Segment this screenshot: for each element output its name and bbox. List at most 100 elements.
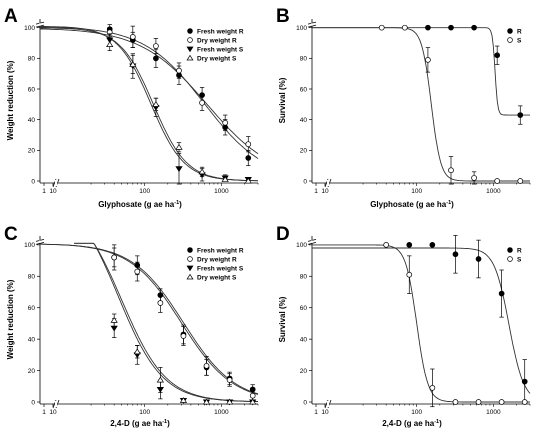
y-tick-label: 0 (303, 178, 307, 185)
x-axis-label-sup: -1 (434, 419, 439, 425)
x-axis-label-sup: -1 (162, 419, 167, 425)
series-dry-weight-r (111, 247, 256, 401)
data-point (471, 175, 477, 181)
data-point (471, 24, 477, 31)
panel-letter: B (276, 6, 290, 27)
series-dry-weight-s (110, 313, 257, 405)
legend-marker (187, 247, 193, 253)
y-axis-break-gap (39, 240, 41, 243)
x-tick-label: 1000 (214, 188, 229, 195)
data-point (517, 178, 524, 184)
data-point (249, 398, 257, 405)
y-tick-label: 80 (28, 274, 36, 281)
data-point (498, 290, 505, 297)
series-r (406, 235, 528, 404)
legend-marker (186, 265, 194, 272)
y-tick-label: 60 (300, 305, 308, 312)
legend-label: Dry weight R (197, 256, 237, 263)
panel-c: C 0 20 40 60 80 100 1 10 100 1000 2,4-D (g ae ha-1)… (4, 224, 259, 428)
legend-label: R (517, 28, 522, 35)
y-tick-label: 0 (303, 399, 307, 406)
data-point (225, 398, 234, 405)
x-tick-label: 100 (139, 188, 150, 195)
y-tick-label: 60 (28, 305, 36, 312)
data-point (226, 377, 233, 383)
data-point (429, 385, 436, 391)
y-tick-label: 40 (300, 117, 308, 124)
legend-marker (186, 46, 194, 53)
y-axis-label: Weight reduction (%) (6, 60, 15, 140)
y-tick-label: 20 (300, 368, 308, 375)
data-point (180, 333, 187, 339)
data-point (106, 41, 114, 47)
data-point (153, 55, 159, 62)
panel-b: B 0 20 40 60 80 100 1 10 100 1000 Glyphosate (g ae … (276, 6, 531, 209)
legend: Fresh weight R Dry weight R Fresh weight S… (186, 247, 244, 281)
legend-label: R (517, 247, 522, 254)
x-tick-label: 1000 (486, 188, 501, 195)
data-point (448, 167, 454, 174)
legend-label: Dry weight S (197, 55, 237, 62)
data-point (517, 112, 524, 118)
data-point (221, 176, 229, 182)
data-point (378, 24, 385, 31)
data-point (494, 52, 501, 59)
legend-marker (507, 256, 513, 262)
legend-label: Fresh weight S (197, 46, 244, 53)
x-tick-label: 1 (42, 188, 46, 195)
x-axis-label: 2,4-D (g ae ha-1) (110, 419, 170, 428)
data-point (452, 251, 459, 258)
data-point (111, 254, 118, 261)
data-point (176, 67, 182, 74)
x-axis-break-gap (55, 180, 58, 186)
data-point (406, 242, 413, 248)
x-tick-label: 100 (411, 409, 422, 416)
x-tick-label: 1000 (214, 409, 229, 416)
legend: RS (507, 247, 522, 263)
y-axis-break-mark (35, 238, 45, 242)
y-tick-label: 20 (28, 148, 36, 155)
data-point (425, 24, 431, 31)
y-axis-break-gap (39, 23, 41, 26)
x-axis-label-end: ) (167, 419, 170, 428)
data-point (401, 24, 408, 31)
data-point (175, 166, 183, 173)
fit-curve (312, 247, 531, 394)
y-tick-label: 80 (300, 56, 308, 63)
legend-marker (507, 37, 513, 43)
x-tick-label: 100 (411, 188, 422, 195)
y-axis-label: Survival (%) (278, 77, 287, 123)
y-tick-label: 100 (24, 25, 35, 32)
x-axis-break-gap (55, 401, 58, 407)
data-point (452, 399, 459, 405)
data-point (245, 141, 252, 148)
x-tick-label: 1 (42, 409, 46, 416)
data-point (198, 168, 206, 175)
y-tick-label: 60 (300, 86, 308, 93)
data-point (134, 268, 141, 275)
legend-marker (186, 273, 194, 280)
data-point (156, 376, 164, 383)
data-point (110, 316, 118, 323)
y-axis-break-mark (307, 24, 317, 28)
data-point (203, 363, 210, 369)
data-point (425, 57, 431, 63)
x-tick-label: 100 (139, 409, 150, 416)
y-axis-break-gap (311, 23, 313, 26)
data-point (245, 155, 252, 161)
x-axis-label: Glyphosate (g ae ha-1) (370, 200, 454, 209)
x-axis-break-gap (327, 180, 330, 186)
y-tick-label: 80 (28, 56, 36, 63)
panel-letter: C (4, 224, 18, 245)
x-tick-label: 1 (314, 409, 318, 416)
y-tick-label: 40 (28, 117, 36, 124)
y-axis-break-mark (307, 241, 317, 245)
y-tick-label: 20 (28, 368, 36, 375)
legend: RS (507, 28, 522, 44)
legend-label: Dry weight R (197, 37, 237, 44)
y-axis-break-mark (307, 238, 317, 242)
legend-marker (187, 28, 193, 34)
x-tick-label: 10 (321, 409, 329, 416)
x-axis-label-end: ) (179, 200, 182, 209)
